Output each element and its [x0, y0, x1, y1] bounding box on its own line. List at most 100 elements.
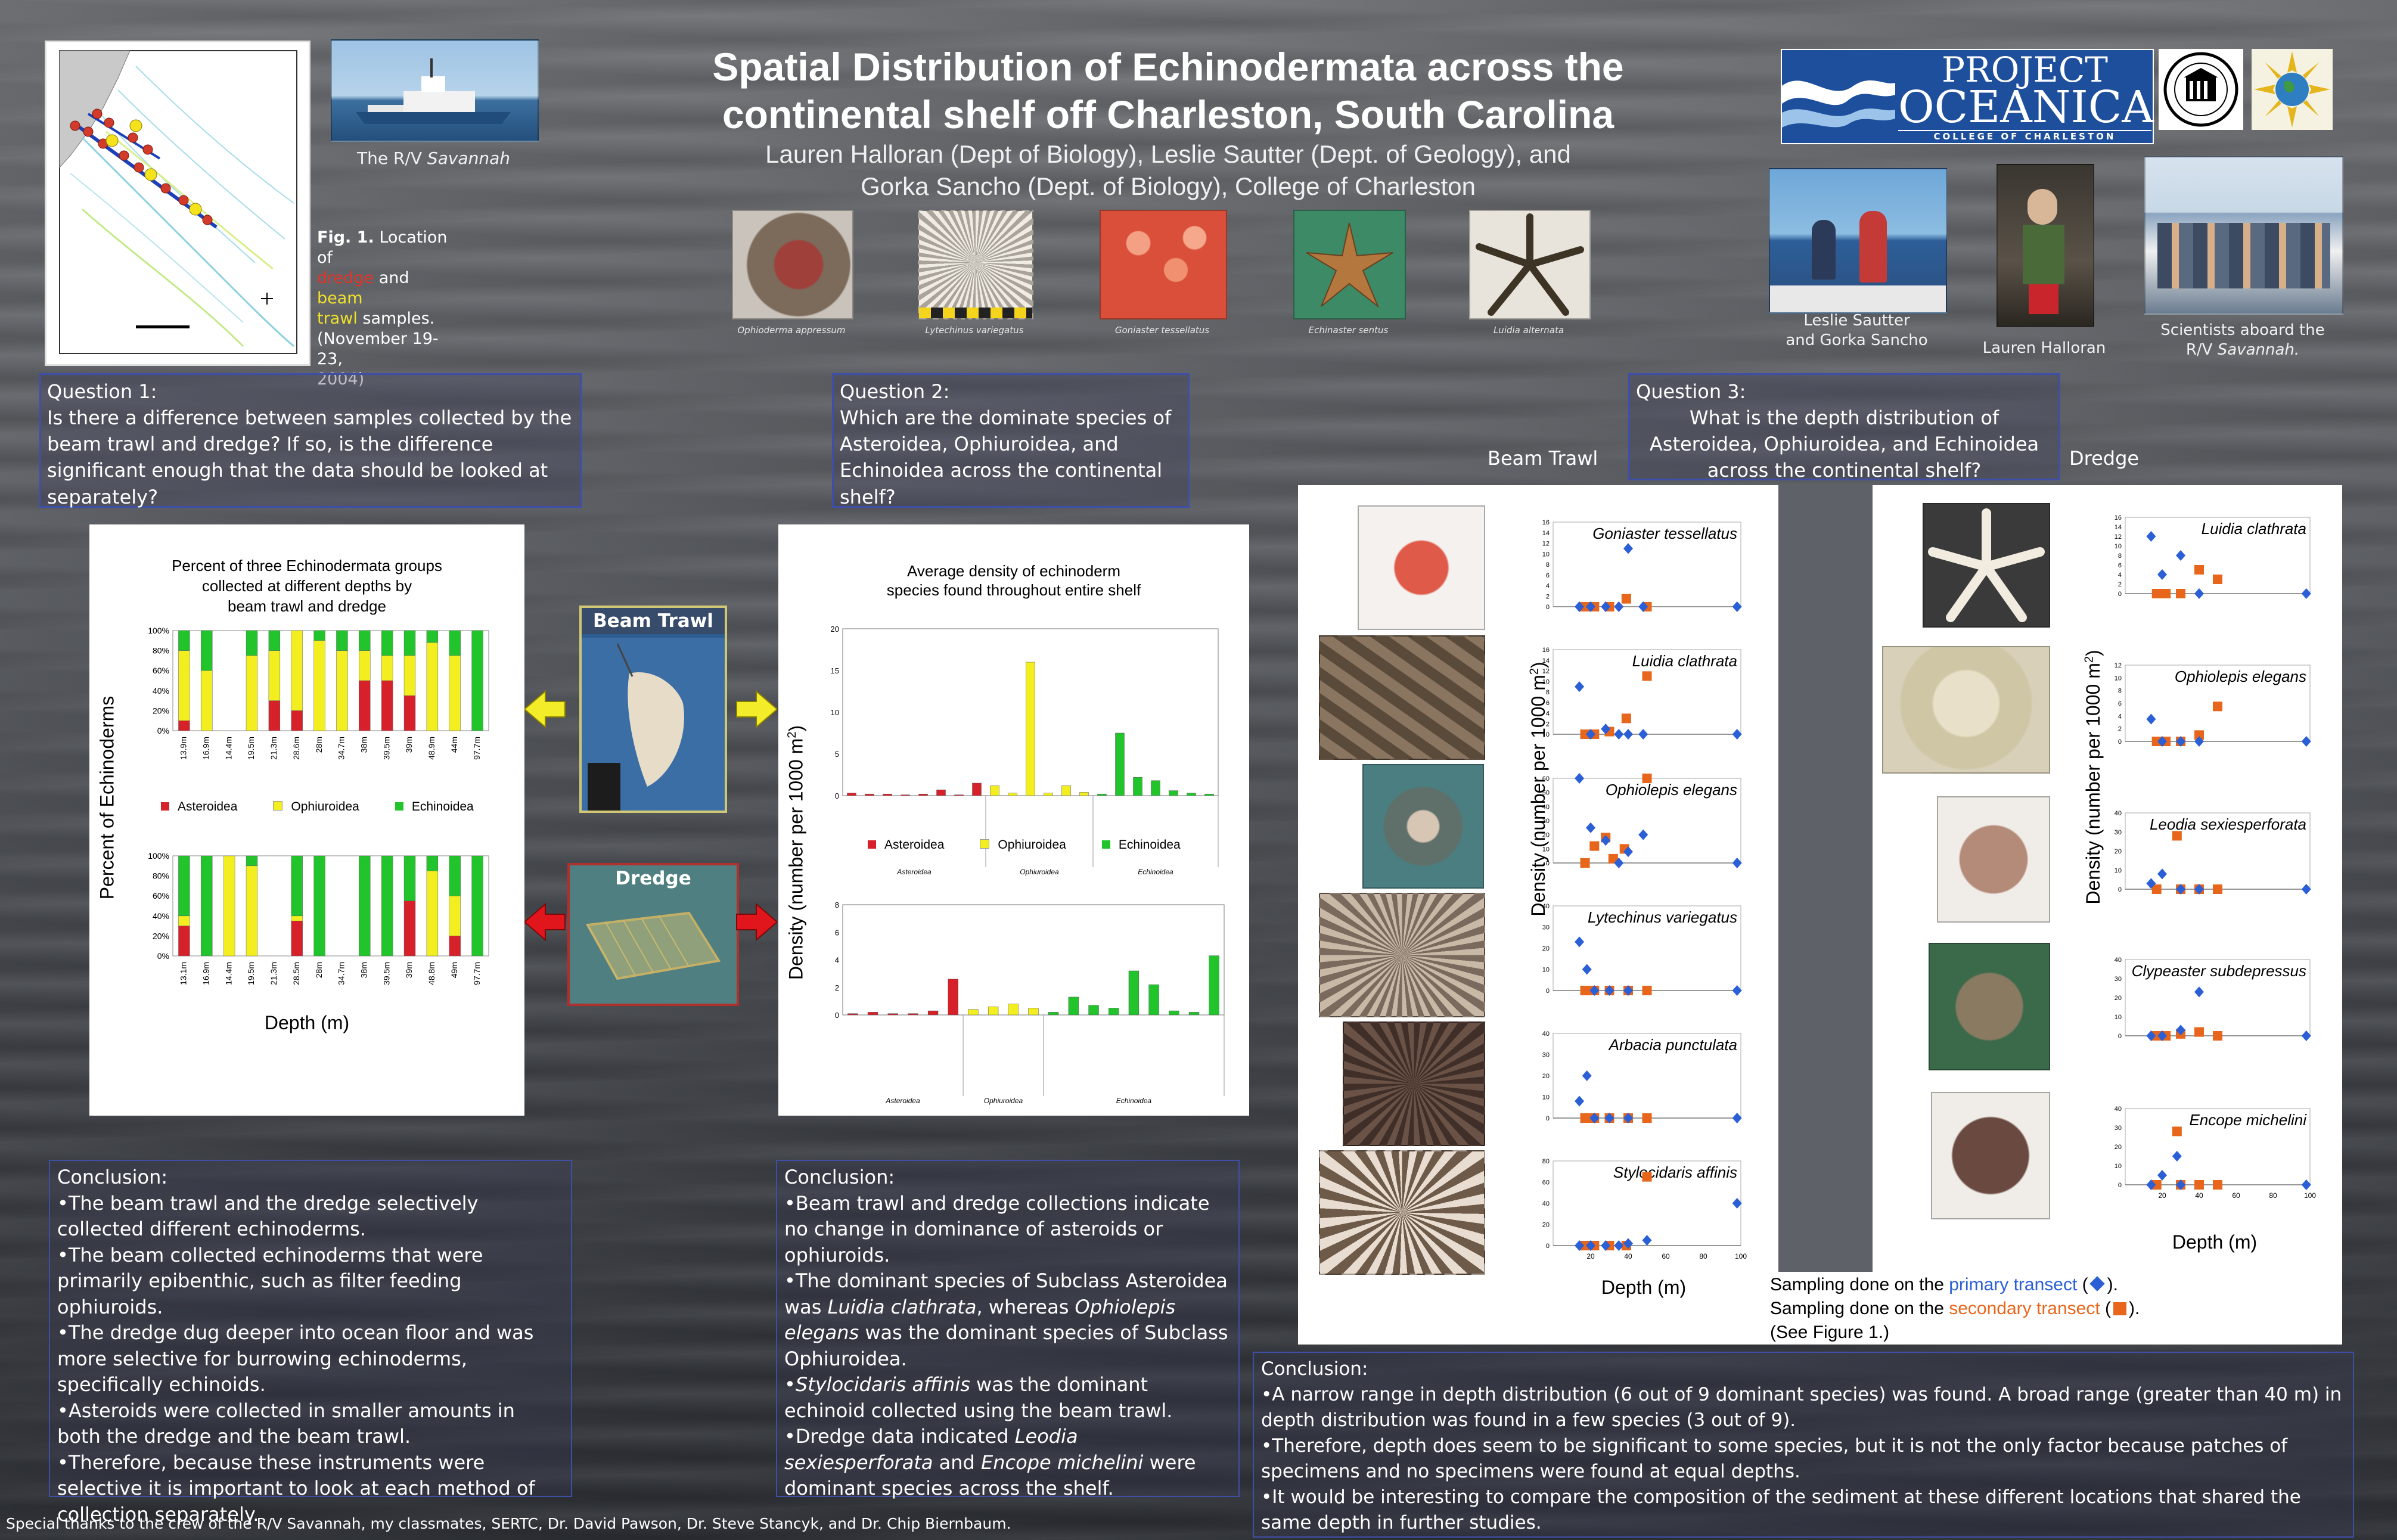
c2-p2b: Luidia clathrata — [827, 1295, 977, 1318]
fig3-species-name: Ophiolepis elegans — [1606, 781, 1737, 799]
fig3-point-primary — [2146, 878, 2156, 889]
fig1-ylabel: Percent of Echinoderms — [96, 696, 118, 900]
question-2-text: Which are the dominate species of Astero… — [840, 406, 1172, 508]
fig2-bar-echinoidea — [1209, 955, 1219, 1016]
fig3-ytick: 80 — [1542, 1158, 1550, 1165]
fig3-point-primary — [1582, 964, 1592, 975]
fig2-bar-echinoidea — [1187, 793, 1196, 796]
fig3-point-primary — [1575, 1240, 1585, 1251]
fig3-ytick: 40 — [1542, 803, 1550, 811]
fig2-bar-echinoidea — [1169, 1010, 1179, 1016]
fig3-ytick: 0 — [1546, 604, 1550, 611]
fig3-ytick: 30 — [1542, 924, 1550, 932]
fig1-xtick: 39m — [404, 737, 414, 753]
fig2-bar-ophiuroidea — [968, 1009, 979, 1016]
fig3-legend-secondary-suffix: ( — [2100, 1299, 2112, 1318]
fig3-point-secondary — [2194, 1180, 2204, 1190]
c2-p4d: Encope michelini — [981, 1451, 1144, 1474]
fig1-bar-echinoidea — [313, 855, 325, 957]
fig2-bar-asteroidea — [865, 793, 874, 796]
fig3-species-name: Arbacia punctulata — [1608, 1036, 1737, 1054]
fig3-point-secondary — [1580, 858, 1590, 868]
fig3-point-primary — [2176, 884, 2185, 895]
fig1-xtick: 44m — [449, 737, 459, 753]
ship-photo — [331, 39, 539, 142]
conclusion-2-box: Conclusion: •Beam trawl and dredge colle… — [776, 1160, 1240, 1499]
fig3-point-secondary — [2194, 730, 2204, 740]
fig3-point-secondary — [2176, 589, 2185, 598]
dredge-photo-encope — [1931, 1092, 2050, 1219]
fig2-ytick: 20 — [831, 625, 839, 634]
fig2-bar-asteroidea — [948, 979, 958, 1016]
dredge-photo-clypeaster — [1929, 943, 2050, 1070]
fig1-bar-asteroidea — [291, 920, 303, 957]
dredge-photo-luidia — [1923, 503, 2050, 628]
fig3-dredge-ylabel-end: ) — [2082, 650, 2104, 657]
fig1-bar-echinoidea — [336, 630, 348, 651]
fig1-bar-ophiuroidea — [426, 870, 439, 957]
fig3-point-primary — [2172, 1151, 2182, 1162]
title-line-2: continental shelf off Charleston, South … — [722, 92, 1614, 136]
fig3-ytick: 2 — [1546, 593, 1550, 600]
fig2-bar-echinoidea — [1115, 732, 1125, 796]
fig3-ytick: 14 — [1542, 530, 1550, 537]
fig3-ytick: 8 — [1546, 561, 1550, 569]
fig3-point-secondary — [1608, 853, 1618, 864]
fig3-ytick: 12 — [2115, 533, 2122, 541]
photo-scientists — [2144, 156, 2343, 315]
conclusion-3-item-1: •A narrow range in depth distribution (6… — [1261, 1384, 2342, 1431]
fig3-beam-ylabel-end: ) — [1527, 662, 1549, 669]
map-caption-text-3: (November 19-23, — [317, 330, 439, 368]
fig2-bar-ophiuroidea — [1044, 793, 1053, 796]
fig3-species-name: Luidia clathrata — [1632, 652, 1737, 670]
location-map — [45, 41, 311, 366]
conclusion-1-title: Conclusion: — [57, 1166, 168, 1188]
fig1-bar-asteroidea — [268, 700, 281, 731]
fig3-ytick: 0 — [2118, 1182, 2122, 1189]
fig3-ytick: 30 — [2115, 829, 2122, 836]
fig3-ytick: 16 — [1542, 519, 1550, 526]
fig1-bar-ophiuroidea — [313, 640, 325, 731]
fig3-point-primary — [1638, 601, 1648, 612]
species-photo-lytechinus — [918, 210, 1033, 319]
fig3-xtick: 20 — [1586, 1252, 1595, 1260]
fig3-ytick: 0 — [2118, 591, 2122, 598]
fig3-point-primary — [2157, 868, 2167, 880]
fig3-ytick: 10 — [2115, 867, 2122, 874]
fig3-dredge-ylabel-text: Density (number per 1000 m — [2082, 663, 2104, 905]
fig1-bar-echinoidea — [449, 855, 461, 896]
fig3-xtick: 40 — [2195, 1191, 2203, 1200]
fig3-point-primary — [2176, 550, 2185, 561]
fig1-title-1: Percent of three Echinodermata groups — [172, 557, 442, 575]
fig3-point-primary — [1732, 1113, 1742, 1123]
caption-scientists-1: Scientists aboard the — [2160, 321, 2325, 339]
species-caption-goniaster: Goniaster tessellatus — [1114, 325, 1210, 336]
fig3-point-secondary — [1580, 986, 1590, 995]
ship-caption-name: Savannah — [427, 148, 510, 168]
fig2-legend-asteroidea: Asteroidea — [868, 838, 944, 852]
acknowledgements: Special thanks to the crew of the R/V Sa… — [6, 1515, 1011, 1532]
caption-sancho: and Gorka Sancho — [1786, 331, 1928, 349]
fig1-bar-echinoidea — [201, 630, 213, 671]
fig3-ytick: 40 — [1542, 903, 1550, 910]
fig2-legend-echinoidea: Echinoidea — [1101, 838, 1181, 852]
fig3-ytick: 14 — [2115, 524, 2122, 531]
fig1-title-3: beam trawl and dredge — [228, 597, 386, 615]
fig1-bar-asteroidea — [381, 680, 393, 731]
fig3-xtick: 20 — [2158, 1191, 2166, 1200]
fig3-point-secondary — [2151, 1180, 2162, 1190]
conclusion-3-title: Conclusion: — [1261, 1358, 1368, 1380]
fig2-ylabel-text: Density (number per 1000 m — [785, 738, 807, 980]
fig2-bar-ophiuroidea — [990, 785, 999, 796]
dredge-photo-leodia — [1937, 796, 2050, 923]
fig3-ytick: 10 — [2115, 543, 2122, 550]
fig3-beam-xlabel: Depth (m) — [1601, 1277, 1687, 1298]
fig3-ytick: 20 — [2115, 995, 2122, 1002]
fig1-bar-echinoidea — [246, 855, 258, 867]
species-photo-luidia-alternata — [1469, 210, 1591, 319]
fig3-xtick: 80 — [1699, 1252, 1707, 1260]
question-3-text: What is the depth distribution of Astero… — [1649, 406, 2039, 482]
question-2-box: Question 2: Which are the dominate speci… — [832, 373, 1190, 508]
conclusion-2-item-3: •Stylocidaris affinis was the dominant e… — [784, 1372, 1231, 1424]
fig3-species-name: Ophiolepis elegans — [2175, 667, 2306, 685]
